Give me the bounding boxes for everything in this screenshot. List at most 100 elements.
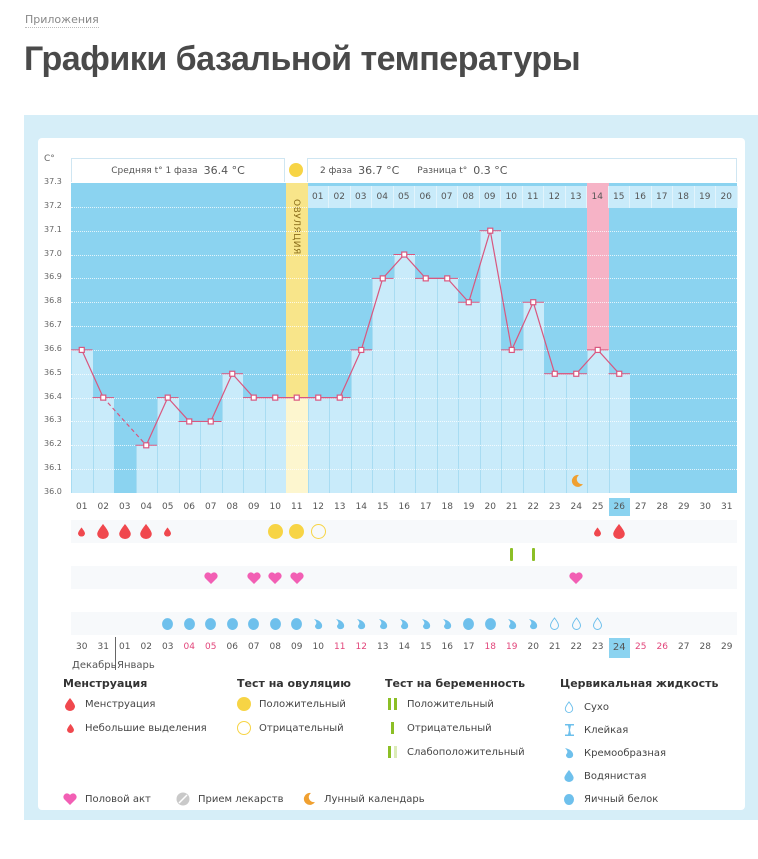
temperature-bar[interactable] xyxy=(479,230,501,493)
cervical-eggwhite-icon[interactable] xyxy=(480,612,502,635)
calendar-date[interactable]: 15 xyxy=(420,642,432,652)
pregtest-negative-icon[interactable] xyxy=(501,543,523,566)
cycle-day[interactable]: 14 xyxy=(355,502,367,512)
calendar-date[interactable]: 01 xyxy=(119,642,131,652)
temperature-bar[interactable] xyxy=(200,421,222,493)
cervical-eggwhite-icon[interactable] xyxy=(265,612,287,635)
cervical-creamy-icon[interactable] xyxy=(372,612,394,635)
calendar-date[interactable]: 27 xyxy=(678,642,690,652)
cervical-dry-icon[interactable] xyxy=(587,612,609,635)
cycle-day[interactable]: 25 xyxy=(592,502,604,512)
calendar-date[interactable]: 29 xyxy=(721,642,733,652)
cycle-day[interactable]: 26 xyxy=(608,498,630,516)
temperature-bar[interactable] xyxy=(221,373,243,493)
cycle-day[interactable]: 31 xyxy=(721,502,733,512)
cycle-day[interactable]: 03 xyxy=(119,502,131,512)
calendar-date[interactable]: 05 xyxy=(205,642,217,652)
calendar-date[interactable]: 23 xyxy=(592,642,604,652)
cycle-day[interactable]: 17 xyxy=(420,502,432,512)
cycle-day[interactable]: 18 xyxy=(441,502,453,512)
cycle-day[interactable]: 05 xyxy=(162,502,174,512)
calendar-date[interactable]: 11 xyxy=(334,642,346,652)
cervical-creamy-icon[interactable] xyxy=(329,612,351,635)
temperature-bar[interactable] xyxy=(544,373,566,493)
breadcrumb[interactable]: Приложения xyxy=(25,13,99,28)
menstruation-drop-icon[interactable] xyxy=(93,520,115,543)
menstruation-drop-icon[interactable] xyxy=(114,520,136,543)
cervical-eggwhite-icon[interactable] xyxy=(200,612,222,635)
calendar-date[interactable]: 06 xyxy=(226,642,238,652)
calendar-date[interactable]: 04 xyxy=(183,642,195,652)
cycle-day[interactable]: 15 xyxy=(377,502,389,512)
calendar-date[interactable]: 19 xyxy=(506,642,518,652)
cycle-day[interactable]: 08 xyxy=(226,502,238,512)
ovtest-positive-icon[interactable] xyxy=(286,520,308,543)
cervical-dry-icon[interactable] xyxy=(544,612,566,635)
cervical-dry-icon[interactable] xyxy=(566,612,588,635)
ovtest-negative-icon[interactable] xyxy=(308,520,330,543)
calendar-date[interactable]: 03 xyxy=(162,642,174,652)
cycle-day[interactable]: 07 xyxy=(205,502,217,512)
heart-icon[interactable] xyxy=(243,566,265,589)
temperature-bar[interactable] xyxy=(178,421,200,493)
cycle-day[interactable]: 29 xyxy=(678,502,690,512)
calendar-date[interactable]: 08 xyxy=(269,642,281,652)
cycle-day[interactable]: 16 xyxy=(398,502,410,512)
calendar-date[interactable]: 14 xyxy=(398,642,410,652)
cervical-creamy-icon[interactable] xyxy=(523,612,545,635)
menstruation-drop-icon[interactable] xyxy=(136,520,158,543)
cervical-creamy-icon[interactable] xyxy=(394,612,416,635)
cycle-day[interactable]: 20 xyxy=(484,502,496,512)
cycle-day[interactable]: 24 xyxy=(570,502,582,512)
calendar-date[interactable]: 26 xyxy=(656,642,668,652)
cycle-day[interactable]: 13 xyxy=(334,502,346,512)
cycle-day[interactable]: 12 xyxy=(312,502,324,512)
cervical-creamy-icon[interactable] xyxy=(501,612,523,635)
calendar-date[interactable]: 18 xyxy=(484,642,496,652)
calendar-date[interactable]: 09 xyxy=(291,642,303,652)
cervical-eggwhite-icon[interactable] xyxy=(157,612,179,635)
cycle-day[interactable]: 06 xyxy=(183,502,195,512)
temperature-bar[interactable] xyxy=(372,278,394,493)
cervical-creamy-icon[interactable] xyxy=(415,612,437,635)
cycle-day[interactable]: 28 xyxy=(656,502,668,512)
temperature-bar[interactable] xyxy=(415,278,437,493)
heart-icon[interactable] xyxy=(265,566,287,589)
cervical-creamy-icon[interactable] xyxy=(437,612,459,635)
spotting-drop-icon[interactable] xyxy=(71,520,93,543)
calendar-date[interactable]: 21 xyxy=(549,642,561,652)
calendar-date[interactable]: 13 xyxy=(377,642,389,652)
calendar-date[interactable]: 22 xyxy=(570,642,582,652)
calendar-date[interactable]: 20 xyxy=(527,642,539,652)
cycle-day[interactable]: 04 xyxy=(140,502,152,512)
spotting-drop-icon[interactable] xyxy=(157,520,179,543)
cycle-day[interactable]: 27 xyxy=(635,502,647,512)
heart-icon[interactable] xyxy=(566,566,588,589)
cervical-eggwhite-icon[interactable] xyxy=(286,612,308,635)
calendar-date[interactable]: 31 xyxy=(97,642,109,652)
calendar-date[interactable]: 28 xyxy=(699,642,711,652)
cycle-day[interactable]: 02 xyxy=(97,502,109,512)
temperature-plot[interactable]: ОВУЛЯЦИЯ xyxy=(71,183,737,493)
cycle-day[interactable]: 21 xyxy=(506,502,518,512)
cycle-day[interactable]: 09 xyxy=(248,502,260,512)
calendar-date[interactable]: 07 xyxy=(248,642,260,652)
spotting-drop-icon[interactable] xyxy=(587,520,609,543)
cervical-eggwhite-icon[interactable] xyxy=(179,612,201,635)
cycle-day[interactable]: 10 xyxy=(269,502,281,512)
cervical-eggwhite-icon[interactable] xyxy=(222,612,244,635)
calendar-date[interactable]: 17 xyxy=(463,642,475,652)
cycle-day[interactable]: 19 xyxy=(463,502,475,512)
cycle-day[interactable]: 11 xyxy=(291,502,303,512)
pregtest-negative-icon[interactable] xyxy=(523,543,545,566)
temperature-bar[interactable] xyxy=(436,278,458,493)
calendar-date[interactable]: 30 xyxy=(76,642,88,652)
cervical-eggwhite-icon[interactable] xyxy=(243,612,265,635)
menstruation-drop-icon[interactable] xyxy=(609,520,631,543)
heart-icon[interactable] xyxy=(286,566,308,589)
cycle-day[interactable]: 22 xyxy=(527,502,539,512)
temperature-bar[interactable] xyxy=(565,373,587,493)
calendar-date[interactable]: 02 xyxy=(140,642,152,652)
ovtest-positive-icon[interactable] xyxy=(265,520,287,543)
calendar-date[interactable]: 16 xyxy=(441,642,453,652)
